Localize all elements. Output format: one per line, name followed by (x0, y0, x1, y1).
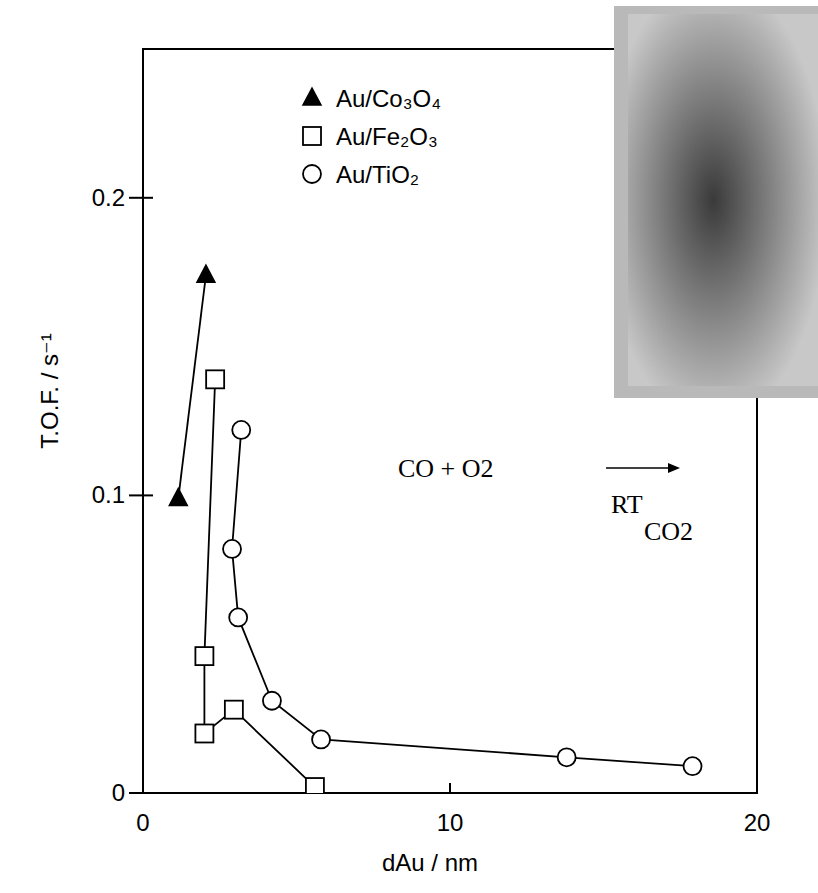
chart: 0 0.1 0.2 0 10 20 dAu / nm T.O.F. / s⁻¹ Au/Co₃O₄… (0, 0, 818, 893)
reaction-arrowhead (668, 463, 680, 473)
data-point (197, 265, 215, 282)
inset-photo-border (614, 6, 818, 398)
y-axis-title: T.O.F. / s⁻¹ (36, 333, 63, 448)
x-axis-title: dAu / nm (382, 849, 478, 876)
x-tick-label: 10 (437, 809, 464, 836)
x-tick (449, 783, 451, 793)
series-line (204, 379, 315, 787)
y-tick-label: 0.1 (92, 481, 125, 508)
legend-marker (303, 88, 321, 105)
legend-label: Au/Fe₂O₃ (336, 123, 438, 150)
y-tick (129, 197, 153, 199)
plot-area (169, 265, 701, 793)
data-point (195, 647, 213, 665)
y-tick (129, 494, 153, 496)
data-point (229, 608, 247, 626)
data-point (558, 748, 576, 766)
data-point (195, 724, 213, 742)
x-tick (142, 783, 144, 793)
legend-marker (303, 165, 321, 183)
data-point (684, 757, 702, 775)
legend-label: Au/Co₃O₄ (336, 85, 441, 112)
x-tick (756, 783, 758, 793)
series-line (232, 430, 693, 766)
series-line (178, 275, 206, 498)
data-point (223, 540, 241, 558)
legend-marker (303, 127, 321, 145)
data-point (206, 370, 224, 388)
data-point (169, 488, 187, 505)
y-tick-label: 0.2 (92, 184, 125, 211)
legend-label: Au/TiO₂ (336, 161, 419, 188)
x-tick-label: 20 (744, 809, 771, 836)
data-point (306, 778, 324, 793)
y-tick (129, 792, 153, 794)
annotation: RT (611, 490, 643, 519)
data-point (225, 701, 243, 719)
data-point (232, 421, 250, 439)
y-tick-label: 0 (112, 779, 125, 806)
data-point (263, 692, 281, 710)
annotation: CO + O2 (398, 454, 494, 483)
x-tick-label: 0 (136, 809, 149, 836)
reaction-arrow (606, 467, 674, 469)
annotation: CO2 (644, 517, 693, 546)
inset-photo (628, 14, 818, 386)
data-point (312, 730, 330, 748)
